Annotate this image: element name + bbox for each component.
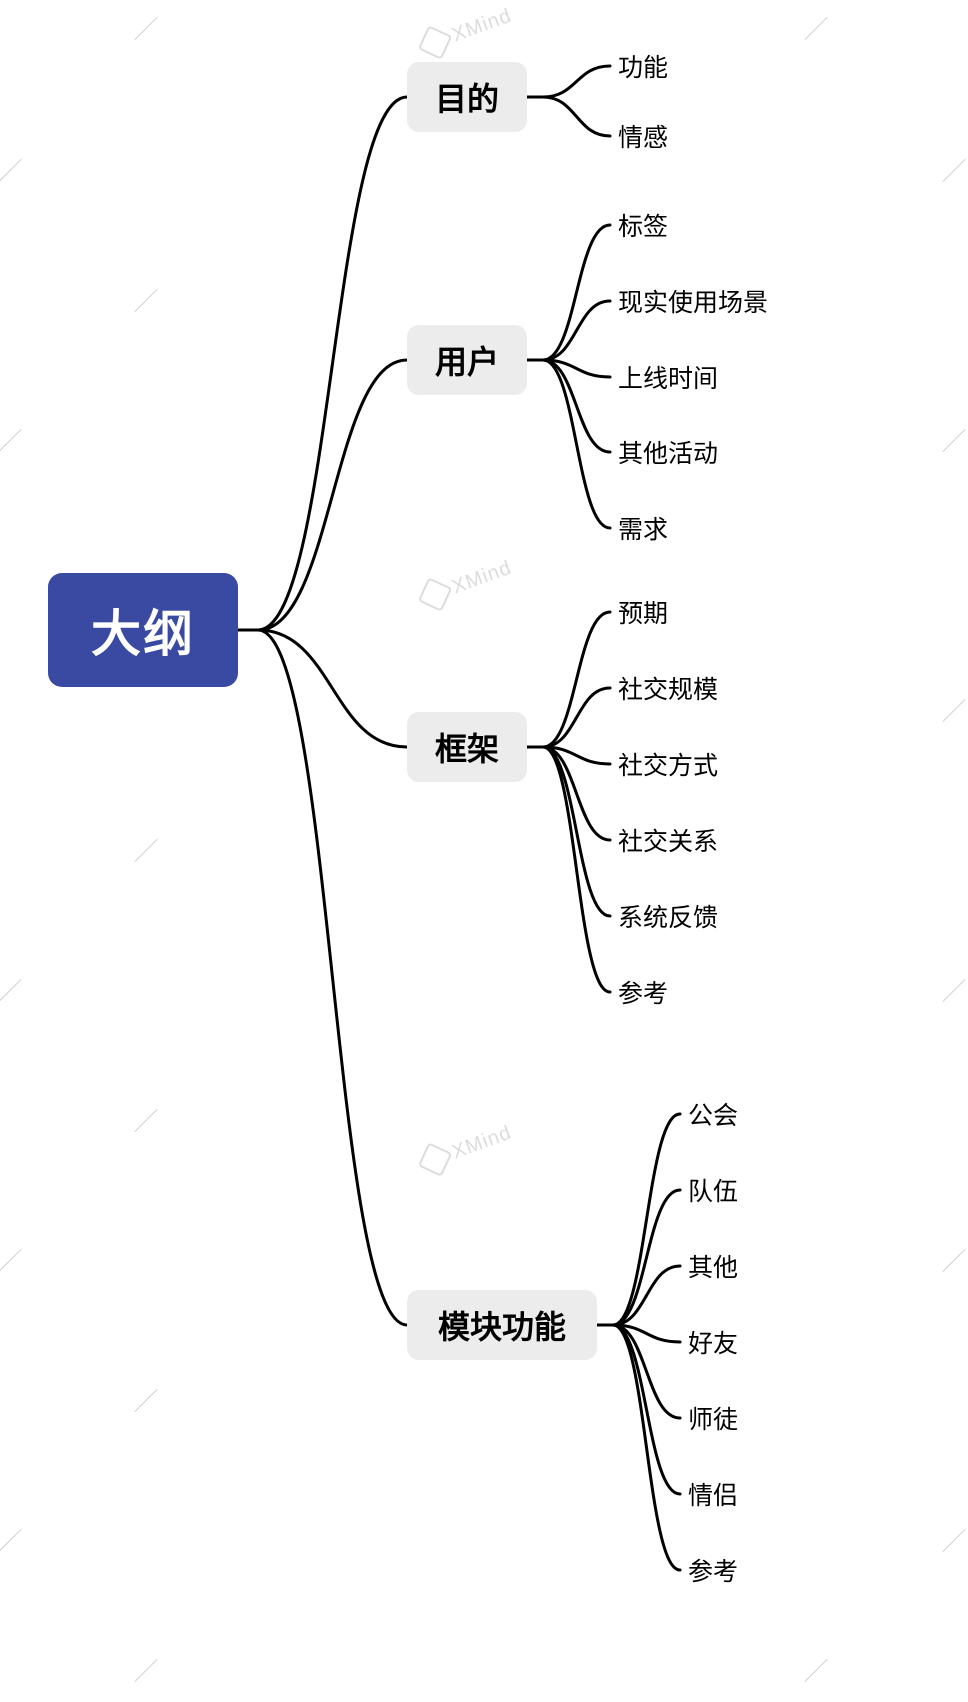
edge-hatch xyxy=(0,1249,22,1272)
branch-node-user[interactable]: 用户 xyxy=(407,325,527,395)
leaf-node[interactable]: 其他活动 xyxy=(618,434,718,470)
leaf-node[interactable]: 预期 xyxy=(618,594,668,630)
edge-hatch xyxy=(942,979,965,1002)
leaf-node[interactable]: 队伍 xyxy=(688,1172,738,1208)
edge-hatch xyxy=(134,1109,157,1132)
leaf-node[interactable]: 现实使用场景 xyxy=(618,283,768,319)
xmind-watermark: XMind xyxy=(418,555,515,611)
edge-hatch xyxy=(0,1529,22,1552)
edge-hatch xyxy=(942,1529,965,1552)
branch-node-module[interactable]: 模块功能 xyxy=(407,1290,597,1360)
edge-hatch xyxy=(0,429,22,452)
leaf-node[interactable]: 社交方式 xyxy=(618,746,718,782)
edge-hatch xyxy=(942,159,965,182)
edge-hatch xyxy=(134,1659,157,1682)
branch-node-purpose[interactable]: 目的 xyxy=(407,62,527,132)
leaf-node[interactable]: 系统反馈 xyxy=(618,898,718,934)
leaf-node[interactable]: 好友 xyxy=(688,1324,738,1360)
edge-hatch xyxy=(804,17,827,40)
edge-hatch xyxy=(134,17,157,40)
leaf-node[interactable]: 公会 xyxy=(688,1096,738,1132)
leaf-node[interactable]: 标签 xyxy=(618,207,668,243)
root-node[interactable]: 大纲 xyxy=(48,573,238,687)
xmind-watermark: XMind xyxy=(418,1120,515,1176)
leaf-node[interactable]: 需求 xyxy=(618,510,668,546)
edge-hatch xyxy=(134,289,157,312)
leaf-node[interactable]: 参考 xyxy=(688,1552,738,1588)
leaf-node[interactable]: 社交关系 xyxy=(618,822,718,858)
edge-hatch xyxy=(804,1659,827,1682)
edge-hatch xyxy=(134,1389,157,1412)
edge-hatch xyxy=(942,429,965,452)
leaf-node[interactable]: 功能 xyxy=(618,48,668,84)
edge-hatch xyxy=(942,1249,965,1272)
leaf-node[interactable]: 情感 xyxy=(618,118,668,154)
branch-node-frame[interactable]: 框架 xyxy=(407,712,527,782)
edge-hatch xyxy=(942,699,965,722)
leaf-node[interactable]: 师徒 xyxy=(688,1400,738,1436)
leaf-node[interactable]: 参考 xyxy=(618,974,668,1010)
xmind-watermark: XMind xyxy=(418,3,515,59)
leaf-node[interactable]: 情侣 xyxy=(688,1476,738,1512)
edge-hatch xyxy=(0,159,22,182)
leaf-node[interactable]: 上线时间 xyxy=(618,359,718,395)
edge-hatch xyxy=(0,979,22,1002)
leaf-node[interactable]: 其他 xyxy=(688,1248,738,1284)
leaf-node[interactable]: 社交规模 xyxy=(618,670,718,706)
edge-hatch xyxy=(134,839,157,862)
